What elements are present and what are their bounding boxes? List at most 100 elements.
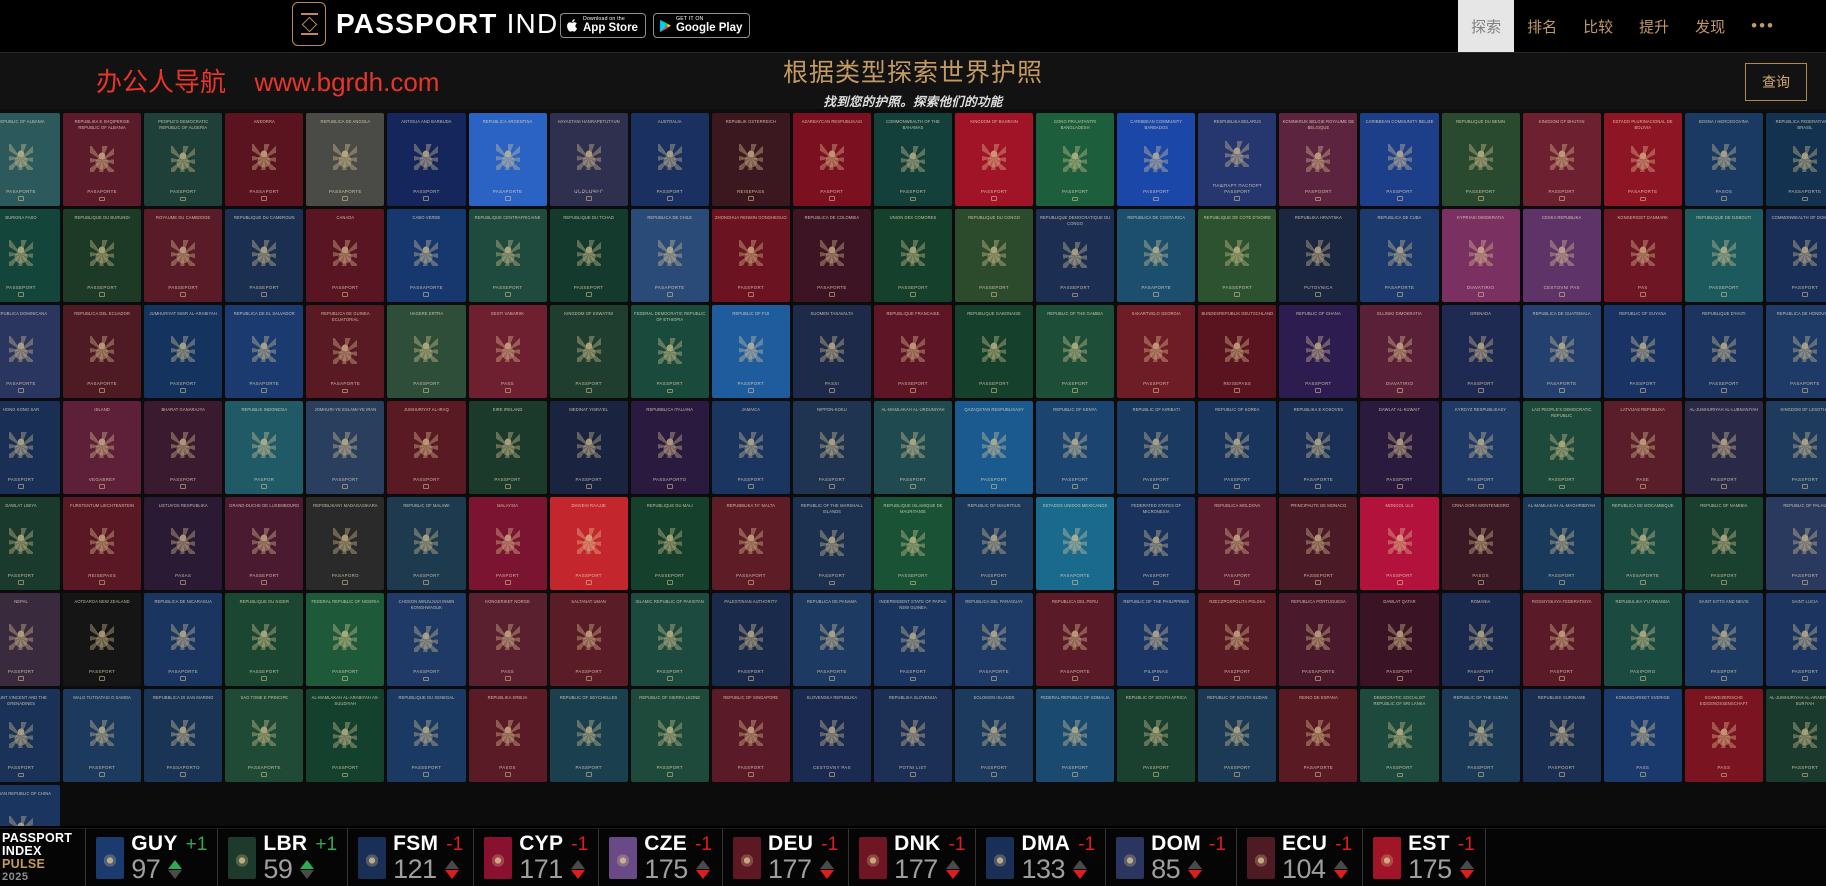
passport-card[interactable]: Republic of South Africa Passport xyxy=(1117,689,1196,782)
passport-card[interactable]: Romania Pasaport xyxy=(1441,593,1520,686)
passport-card[interactable]: Schweizerische Eidgenossenschaft Pass xyxy=(1684,689,1763,782)
passport-card[interactable]: Crna Gora Montenegro Pasos xyxy=(1441,497,1520,590)
passport-card[interactable]: Latvijas Republika Pase xyxy=(1603,401,1682,494)
passport-card[interactable]: Republic of Namibia Passport xyxy=(1684,497,1763,590)
passport-card[interactable]: Estados Unidos Mexicanos Pasaporte xyxy=(1036,497,1115,590)
nav-item-explore[interactable]: 探索 xyxy=(1458,0,1515,52)
passport-card[interactable]: Republica Argentina Pasaporte xyxy=(468,113,547,206)
passport-card[interactable]: Repubulika y'u Rwanda Pasiporo xyxy=(1603,593,1682,686)
passport-card[interactable]: Respublika Belarus Пашпарт Паспорт Passpo… xyxy=(1198,113,1277,206)
passport-card[interactable]: Australia Passport xyxy=(630,113,709,206)
ticker-item[interactable]: CYP -1 171 xyxy=(474,829,600,886)
passport-card[interactable]: Kingdom of Lesotho Passport xyxy=(1765,401,1826,494)
passport-card[interactable]: Lietuvos Respublika Pasas xyxy=(144,497,223,590)
passport-card[interactable]: Republic of The Philippines Pilipinas xyxy=(1117,593,1196,686)
passport-card[interactable]: Jamaica Passport xyxy=(711,401,790,494)
passport-card[interactable]: Konungariket Sverige Pass xyxy=(1603,689,1682,782)
passport-card[interactable]: Repoblikan'i Madagasikara Pasaporo xyxy=(306,497,385,590)
passport-card[interactable]: Caribbean Community Barbados Passport xyxy=(1117,113,1196,206)
passport-card[interactable]: Nippon-koku Passport xyxy=(792,401,871,494)
passport-card[interactable]: Republique du Cameroun Passeport xyxy=(225,209,304,302)
passport-card[interactable]: Principaute de Monaco Passeport xyxy=(1279,497,1358,590)
passport-card[interactable]: Republika E Shqiperise Republic of Alban… xyxy=(63,113,142,206)
passport-card[interactable]: Saint Kitts and Nevis Passport xyxy=(1684,593,1763,686)
passport-card[interactable]: Republica del Ecuador Pasaporte xyxy=(63,305,142,398)
passport-card[interactable]: Republic of The Gambia Passport xyxy=(1036,305,1115,398)
passport-card[interactable]: Republic of Palau Passport xyxy=(1765,497,1826,590)
passport-card[interactable]: Republica de Costa Rica Pasaporte xyxy=(1117,209,1196,302)
passport-card[interactable]: Jumhuriyat al-Iraq Passport xyxy=(387,401,466,494)
passport-card[interactable]: Dhivehi Raajje Passport xyxy=(549,497,628,590)
passport-card[interactable]: Hong Kong SAR Passport xyxy=(0,401,61,494)
passport-card[interactable]: Mongol Uls Passport xyxy=(1360,497,1439,590)
passport-card[interactable]: Jumhuriyat Misr al-Arabiyah Passport xyxy=(144,305,223,398)
passport-card[interactable]: Kypriaki Dimokratia Diavatirio xyxy=(1441,209,1520,302)
passport-card[interactable]: Solomon Islands Passport xyxy=(955,689,1034,782)
passport-card[interactable]: Republica de Honduras Pasaporte xyxy=(1765,305,1826,398)
ticker-item[interactable]: DNK -1 177 xyxy=(849,829,977,886)
passport-card[interactable]: Republica Federativa do Brasil Passaporte xyxy=(1765,113,1826,206)
passport-card[interactable]: Republic of Sierra Leone Passport xyxy=(630,689,709,782)
passport-card[interactable]: Repubblika ta' Malta Passaport xyxy=(711,497,790,590)
passport-card[interactable]: Republica de Chile Pasaporte xyxy=(630,209,709,302)
passport-card[interactable]: Rossiyskaya Federatsiya Pasport xyxy=(1522,593,1601,686)
passport-card[interactable]: Estado Plurinacional de Bolivia Pasaporte xyxy=(1603,113,1682,206)
passport-card[interactable]: Repubblica di San Marino Passaporto xyxy=(144,689,223,782)
ticker-item[interactable]: CZE -1 175 xyxy=(599,829,724,886)
passport-card[interactable]: Grenada Passport xyxy=(1441,305,1520,398)
passport-card[interactable]: Island Vegabref xyxy=(63,401,142,494)
passport-card[interactable]: Qazaqstan Respublikasy Passport xyxy=(955,401,1034,494)
passport-card[interactable]: Zhonghua Renmin Gongheguo Passport xyxy=(711,209,790,302)
passport-card[interactable]: Azarbaycan Respublikasi Pasport xyxy=(792,113,871,206)
passport-card[interactable]: Republik Osterreich Reisepass xyxy=(711,113,790,206)
ticker-item[interactable]: DOM -1 85 xyxy=(1106,829,1237,886)
passport-card[interactable]: Repubblica Italiana Passaporto xyxy=(630,401,709,494)
passport-card[interactable]: Malaysia Pasport xyxy=(468,497,547,590)
passport-card[interactable]: Kingdom of Eswatini Passport xyxy=(549,305,628,398)
passport-card[interactable]: Republic of The Sudan Passport xyxy=(1441,689,1520,782)
passport-card[interactable]: Republique du Mali Passeport xyxy=(630,497,709,590)
passport-card[interactable]: Republique du Senegal Passeport xyxy=(387,689,466,782)
passport-card[interactable]: Aotearoa New Zealand Passport xyxy=(63,593,142,686)
passport-card[interactable]: Canada Passport xyxy=(306,209,385,302)
passport-card[interactable]: Union des Comores Passeport xyxy=(873,209,953,302)
passport-card[interactable]: Republica de Angola Passaporte xyxy=(306,113,385,206)
passport-card[interactable]: Kongeriget Danmark Pas xyxy=(1603,209,1682,302)
passport-card[interactable]: Republic of Malawi Passport xyxy=(387,497,466,590)
passport-card[interactable]: Antigua and Barbuda Passport xyxy=(387,113,466,206)
passport-card[interactable]: Democratic Socialist Republic of Sri Lan… xyxy=(1360,689,1439,782)
passport-card[interactable]: Royaume du Cambodge Passeport xyxy=(144,209,223,302)
passport-card[interactable]: Nepal Passport xyxy=(0,593,61,686)
passport-card[interactable]: Federated States of Micronesia Passport xyxy=(1117,497,1196,590)
passport-card[interactable]: Burkina Faso Passeport xyxy=(0,209,61,302)
passport-card[interactable]: Independent State of Papua New Guinea Pas… xyxy=(873,593,953,686)
passport-card[interactable]: Republic of Mauritius Passport xyxy=(955,497,1034,590)
passport-card[interactable]: Rzeczpospolita Polska Paszport xyxy=(1198,593,1277,686)
passport-card[interactable]: Jomhuri-ye Eslami-ye Iran Passport xyxy=(306,401,385,494)
passport-card[interactable]: Saint Vincent and The Grenadines Passport xyxy=(0,689,61,782)
passport-card[interactable]: Federal Democratic Republic of Ethiopia P… xyxy=(630,305,709,398)
passport-card[interactable]: Republika Srbija Pasos xyxy=(468,689,547,782)
passport-card[interactable]: Republique Gabonaise Passeport xyxy=(955,305,1034,398)
passport-card[interactable]: Republique Centrafricaine Passeport xyxy=(468,209,547,302)
passport-card[interactable]: Republica de Colombia Pasaporte xyxy=(792,209,871,302)
passport-card[interactable]: Medinat Yisra'el Passport xyxy=(549,401,628,494)
passport-card[interactable]: Koninkrijk Belgie Royaume de Belgique Pas… xyxy=(1279,113,1358,206)
passport-card[interactable]: Federal Republic of Somalia Passport xyxy=(1036,689,1115,782)
passport-card[interactable]: Republica del Peru Pasaporte xyxy=(1036,593,1115,686)
passport-card[interactable]: Andorra Passaport xyxy=(225,113,304,206)
passport-card[interactable]: Republic of Ghana Passport xyxy=(1279,305,1358,398)
passport-card[interactable]: Republica de Mocambique Passaporte xyxy=(1603,497,1682,590)
passport-card[interactable]: Republica Moldova Pasaport xyxy=(1198,497,1277,590)
passport-card[interactable]: Republika e Kosoves Pasaporte xyxy=(1279,401,1358,494)
ticker-item[interactable]: FSM -1 121 xyxy=(348,829,475,886)
passport-card[interactable]: Republica Portuguesa Passaporte xyxy=(1279,593,1358,686)
passport-card[interactable]: Republique Democratique du Congo Passepor… xyxy=(1036,209,1115,302)
passport-card[interactable]: Republiek Suriname Paspoort xyxy=(1522,689,1601,782)
passport-card[interactable]: Republic of South Sudan Passport xyxy=(1198,689,1277,782)
ticker-item[interactable]: DMA -1 133 xyxy=(976,829,1107,886)
passport-card[interactable]: Kingdom of Bhutan Passport xyxy=(1522,113,1601,206)
passport-card[interactable]: Republique Francaise Passeport xyxy=(873,305,953,398)
passport-card[interactable]: Republica de Guinea Ecuatorial Pasaporte xyxy=(306,305,385,398)
passport-card[interactable]: Federal Republic of Nigeria Passport xyxy=(306,593,385,686)
